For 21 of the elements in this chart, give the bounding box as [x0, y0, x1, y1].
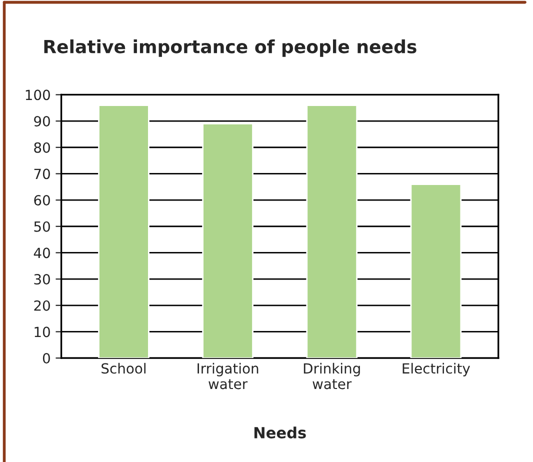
- x-tick-label: School: [102, 362, 146, 374]
- y-tick-label: 100: [26, 90, 50, 100]
- bar: [202, 122, 254, 358]
- y-tick-label: 10: [34, 326, 50, 338]
- y-tick-label: 20: [34, 300, 50, 311]
- y-tick-label: 50: [34, 221, 50, 232]
- x-tick-label: Drinking water: [304, 362, 360, 390]
- y-tick-label: 70: [34, 168, 50, 180]
- y-tick-label: 40: [34, 248, 50, 258]
- x-tick-label: Irrigation water: [198, 362, 258, 390]
- chart-title: Relative importance of people needs: [44, 39, 416, 57]
- y-tick-label: 80: [34, 142, 50, 153]
- x-axis-title: Needs: [254, 426, 306, 438]
- y-tick-label: 90: [34, 116, 50, 127]
- bar: [410, 184, 462, 358]
- y-tick-label: 60: [34, 195, 50, 206]
- x-tick-label: Electricity: [402, 362, 470, 376]
- y-tick-label: 0: [42, 353, 50, 364]
- bar: [98, 104, 150, 358]
- bar: [306, 104, 358, 358]
- y-tick-label: 30: [34, 274, 50, 285]
